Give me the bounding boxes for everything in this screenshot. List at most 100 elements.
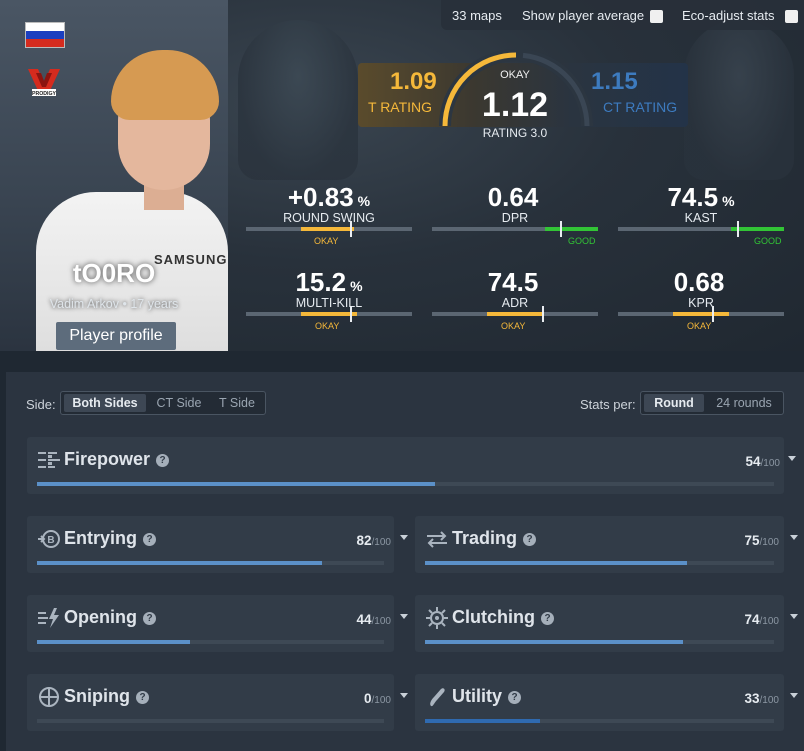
stat-label: KPR [688,296,714,310]
player-hero: SAMSUNG PRODIGY tO0RO Vadim Arkov • 17 y… [0,0,804,351]
category-score: 74/100 [745,612,780,627]
category-score: 33/100 [745,691,780,706]
category-card-sniping[interactable]: Sniping? 0/100 [27,674,408,731]
team-logo-icon[interactable]: PRODIGY [26,65,62,101]
stat-number: +0.83 [287,182,354,212]
opening-icon [37,607,61,629]
eco-adjust-checkbox[interactable] [785,10,798,23]
firepower-icon [37,449,61,471]
stat-label: ADR [501,296,529,310]
help-icon[interactable]: ? [508,691,522,704]
stat-unit: % [350,278,363,294]
stat-unit: % [722,193,735,209]
side-option-ct[interactable]: CT Side [156,396,202,410]
rating-gauge [439,49,593,127]
category-card-trading[interactable]: Trading? 75/100 [415,516,798,573]
category-card-opening[interactable]: Opening? 44/100 [27,595,408,652]
player-profile-button[interactable]: Player profile [56,322,176,350]
category-bar-fill [37,640,190,644]
stat-number: 74.5 [667,182,719,212]
trading-icon [425,528,449,550]
rating-level: OKAY [500,69,530,81]
category-name: Opening [64,607,137,627]
maps-count: 33 maps [452,8,502,23]
category-score-value: 54 [745,454,761,469]
stat-level: OKAY [687,321,712,331]
stat-value: 0.64 [432,182,598,213]
stats-per-label: Stats per: [580,397,636,412]
category-name: Sniping [64,686,130,706]
stat-kast: 74.5% KAST GOOD [618,182,784,248]
stat-bar-fill [673,312,729,316]
category-score: 82/100 [357,533,392,548]
category-card-clutching[interactable]: Clutching? 74/100 [415,595,798,652]
stat-label: DPR [501,211,529,225]
category-card-entrying[interactable]: B Entrying? 82/100 [27,516,408,573]
entrying-icon: B [37,528,61,550]
help-icon[interactable]: ? [156,454,170,467]
show-average-label[interactable]: Show player average [522,8,645,23]
category-bar [425,640,774,644]
rating-panel [358,63,688,127]
stat-bar-fill [301,312,357,316]
category-score-value: 75 [744,533,760,548]
side-option-both[interactable]: Both Sides [64,394,146,412]
stat-label: MULTI-KILL [295,296,363,310]
side-option-t[interactable]: T Side [219,396,255,410]
stat-bar-marker [737,221,739,237]
stat-bar-fill [301,227,354,231]
category-title: Opening? [64,607,156,628]
category-bar [37,719,384,723]
help-icon[interactable]: ? [541,612,554,625]
stat-multi-kill: 15.2% MULTI-KILL OKAY [246,267,412,333]
help-icon[interactable]: ? [136,691,149,704]
stat-level: OKAY [501,321,526,331]
stat-number: 0.64 [487,182,539,212]
chevron-down-icon[interactable] [399,611,409,621]
stat-level: OKAY [315,321,340,331]
player-realname-age: Vadim Arkov • 17 years [0,297,228,311]
stat-bar-marker [350,221,352,237]
chevron-down-icon[interactable] [399,532,409,542]
per-option-round[interactable]: Round [644,394,704,412]
stat-kpr: 0.68 KPR OKAY [618,267,784,333]
chevron-down-icon[interactable] [789,690,799,700]
svg-text:B: B [47,535,54,546]
help-icon[interactable]: ? [143,533,157,546]
category-bar [37,561,384,565]
stat-label: ROUND SWING [283,211,375,225]
category-title: Trading? [452,528,537,549]
category-bar-fill [425,561,687,565]
category-card-firepower[interactable]: Firepower? 54/100 [27,437,796,494]
help-icon[interactable]: ? [143,612,156,625]
category-card-utility[interactable]: Utility? 33/100 [415,674,798,731]
show-average-checkbox[interactable] [650,10,663,23]
category-name: Clutching [452,607,535,627]
stat-value: 74.5 [432,267,598,298]
chevron-down-icon[interactable] [789,532,799,542]
stat-bar [618,221,784,237]
stat-value: 74.5% [618,182,784,213]
country-flag-icon [25,22,65,48]
category-score: 0/100 [364,691,391,706]
stat-bar-fill [545,227,598,231]
category-title: Sniping? [64,686,149,707]
category-score-value: 74 [744,612,760,627]
category-score-max: /100 [759,616,779,627]
stat-label: KAST [684,211,718,225]
category-name: Utility [452,686,503,706]
stat-bar-fill [731,227,784,231]
chevron-down-icon[interactable] [399,690,409,700]
help-icon[interactable]: ? [523,533,537,546]
player-age: 17 years [130,297,179,311]
per-option-24-rounds[interactable]: 24 rounds [716,396,772,410]
category-score: 54/100 [746,454,781,469]
player-nickname: tO0RO [72,258,156,288]
eco-adjust-label[interactable]: Eco-adjust stats [682,8,775,23]
player-panel: SAMSUNG PRODIGY tO0RO Vadim Arkov • 17 y… [0,0,228,351]
chevron-down-icon[interactable] [787,453,797,463]
stat-bar [432,221,598,237]
category-name: Firepower [64,449,151,469]
category-bar-fill [37,482,435,486]
chevron-down-icon[interactable] [789,611,799,621]
